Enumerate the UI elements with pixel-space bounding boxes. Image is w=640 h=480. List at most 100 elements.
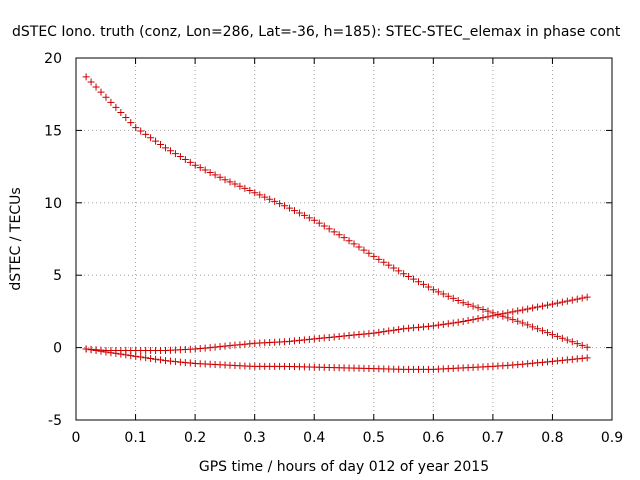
data-point bbox=[558, 356, 566, 364]
data-point bbox=[568, 338, 576, 346]
data-point bbox=[395, 267, 403, 275]
data-point bbox=[514, 317, 522, 325]
y-axis-label: dSTEC / TECUs bbox=[8, 187, 24, 290]
x-tick-labels: 0 0.1 0.2 0.3 0.4 0.5 0.6 0.7 0.8 0.9 bbox=[72, 430, 624, 446]
data-point bbox=[147, 134, 155, 142]
data-point bbox=[578, 354, 586, 362]
data-point bbox=[529, 323, 537, 331]
data-point bbox=[261, 193, 269, 201]
data-point bbox=[499, 310, 507, 318]
data-point bbox=[152, 355, 160, 363]
data-point bbox=[102, 348, 110, 356]
data-point bbox=[519, 306, 527, 314]
data-point bbox=[410, 275, 418, 283]
data-point bbox=[122, 351, 130, 359]
data-point bbox=[390, 326, 398, 334]
data-point bbox=[211, 171, 219, 179]
data-point bbox=[489, 312, 497, 320]
y-tick-labels: -5 0 5 10 15 20 bbox=[44, 51, 62, 429]
data-point bbox=[305, 214, 313, 222]
data-point bbox=[539, 302, 547, 310]
data-point bbox=[152, 137, 160, 145]
data-point bbox=[583, 343, 591, 351]
data-point bbox=[419, 280, 427, 288]
data-point bbox=[92, 83, 100, 91]
x-tick-label: 0.6 bbox=[422, 430, 444, 446]
x-axis-label: GPS time / hours of day 012 of year 2015 bbox=[199, 459, 489, 475]
data-point bbox=[568, 296, 576, 304]
data-point bbox=[166, 147, 174, 155]
x-tick-label: 0.8 bbox=[541, 430, 563, 446]
data-point bbox=[241, 184, 249, 192]
data-point bbox=[434, 321, 442, 329]
data-point bbox=[548, 331, 556, 339]
x-tick-label: 0.5 bbox=[363, 430, 385, 446]
y-tick-label: 0 bbox=[53, 341, 62, 357]
data-point bbox=[290, 207, 298, 215]
x-tick-label: 0.7 bbox=[482, 430, 504, 446]
data-point bbox=[186, 158, 194, 166]
data-point bbox=[504, 309, 512, 317]
series-2 bbox=[82, 293, 591, 354]
x-tick-label: 0.1 bbox=[124, 430, 146, 446]
data-point bbox=[548, 357, 556, 365]
data-point bbox=[529, 304, 537, 312]
x-tick-label: 0.2 bbox=[184, 430, 206, 446]
data-point bbox=[157, 356, 165, 364]
data-point bbox=[524, 305, 532, 313]
data-point bbox=[375, 328, 383, 336]
data-point bbox=[548, 300, 556, 308]
data-point bbox=[380, 258, 388, 266]
y-tick-label: 20 bbox=[44, 51, 62, 67]
data-point bbox=[340, 234, 348, 242]
data-point bbox=[310, 216, 318, 224]
data-point bbox=[365, 249, 373, 257]
data-point bbox=[97, 347, 105, 355]
data-point bbox=[370, 329, 378, 337]
data-point bbox=[82, 345, 90, 353]
data-point bbox=[92, 347, 100, 355]
data-point bbox=[429, 322, 437, 330]
data-point bbox=[82, 73, 90, 81]
data-point bbox=[171, 150, 179, 158]
data-point bbox=[107, 98, 115, 106]
data-point bbox=[424, 283, 432, 291]
data-point bbox=[583, 354, 591, 362]
data-point bbox=[345, 237, 353, 245]
data-point bbox=[534, 303, 542, 311]
data-point bbox=[142, 130, 150, 138]
data-point bbox=[112, 103, 120, 111]
data-point bbox=[553, 299, 561, 307]
series-3 bbox=[82, 345, 591, 373]
data-point bbox=[553, 332, 561, 340]
x-tick-label: 0 bbox=[72, 430, 81, 446]
data-point bbox=[405, 272, 413, 280]
data-point bbox=[573, 340, 581, 348]
data-point bbox=[251, 189, 259, 197]
data-point bbox=[474, 315, 482, 323]
data-point bbox=[181, 155, 189, 163]
x-tick-label: 0.3 bbox=[244, 430, 266, 446]
data-point bbox=[147, 354, 155, 362]
data-point bbox=[454, 297, 462, 305]
data-point bbox=[127, 119, 135, 127]
data-point bbox=[573, 355, 581, 363]
data-point bbox=[122, 114, 130, 122]
data-point bbox=[176, 153, 184, 161]
data-point bbox=[578, 294, 586, 302]
data-point bbox=[484, 313, 492, 321]
data-point bbox=[330, 228, 338, 236]
data-point bbox=[390, 264, 398, 272]
data-point bbox=[524, 321, 532, 329]
data-point bbox=[137, 127, 145, 135]
data-point bbox=[578, 341, 586, 349]
data-point bbox=[231, 180, 239, 188]
data-point bbox=[300, 211, 308, 219]
data-point bbox=[162, 144, 169, 152]
data-point bbox=[226, 178, 234, 186]
data-point bbox=[543, 329, 551, 337]
data-point bbox=[216, 173, 224, 181]
data-point bbox=[132, 352, 140, 360]
data-point bbox=[137, 353, 145, 361]
